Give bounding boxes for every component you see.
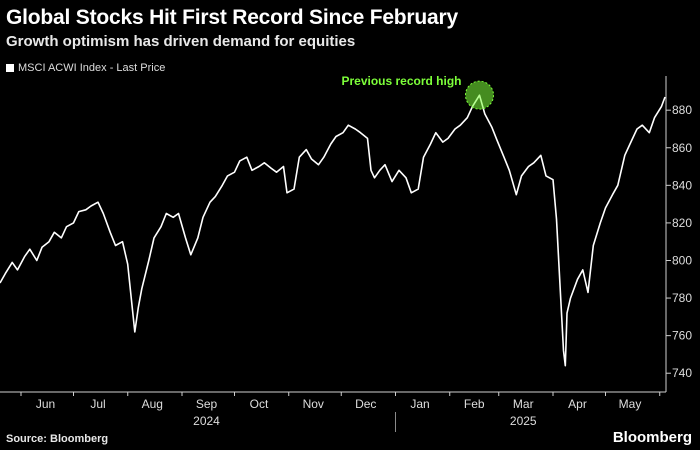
legend-swatch [6,64,14,72]
chart-subtitle: Growth optimism has driven demand for eq… [6,33,356,50]
y-tick-label: 740 [672,366,692,380]
x-tick-label: Aug [142,397,163,411]
y-tick-label: 780 [672,291,692,305]
x-tick-label: May [619,397,642,411]
x-year-label: 2024 [193,414,220,428]
x-tick-label: Apr [568,397,587,411]
bloomberg-logo: Bloomberg [612,429,692,446]
annotation-label: Previous record high [341,74,461,88]
x-tick-label: Feb [464,397,485,411]
annotation-marker [465,80,494,110]
x-tick-label: Dec [355,397,376,411]
chart-title: Global Stocks Hit First Record Since Feb… [6,6,458,29]
x-year-label: 2025 [510,414,537,428]
x-tick-label: Jul [90,397,105,411]
legend-label: MSCI ACWI Index - Last Price [18,62,166,74]
y-tick-label: 880 [672,103,692,117]
x-tick-label: Mar [513,397,534,411]
x-tick-label: Nov [303,397,324,411]
x-tick-label: Oct [250,397,269,411]
x-tick-label: Jan [410,397,429,411]
legend: MSCI ACWI Index - Last Price [6,62,165,74]
x-tick-label: Jun [36,397,55,411]
y-tick-label: 760 [672,329,692,343]
y-tick-label: 820 [672,216,692,230]
x-tick-label: Sep [196,397,218,411]
y-tick-label: 800 [672,253,692,267]
source-note: Source: Bloomberg [6,433,109,445]
y-tick-label: 860 [672,141,692,155]
series-line [0,94,666,367]
y-tick-label: 840 [672,178,692,192]
